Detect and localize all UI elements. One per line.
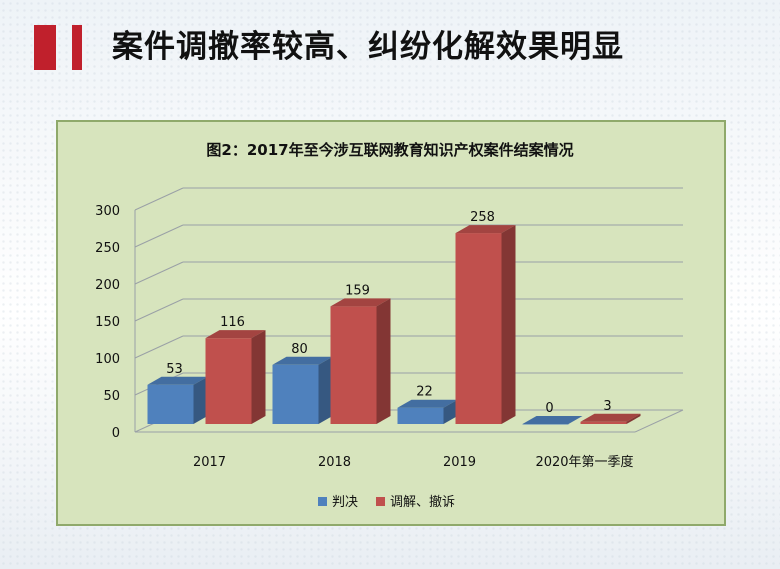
bar-front — [272, 364, 319, 424]
bar-side — [193, 376, 208, 424]
data-labels: 53 116 80 159 22 258 0 3 — [166, 210, 611, 416]
bar-side — [501, 225, 516, 424]
x-tick-label: 2020年第一季度 — [535, 454, 633, 470]
bar-side — [376, 298, 391, 424]
bar-front — [522, 424, 569, 425]
slide-title: 案件调撤率较高、纠纷化解效果明显 — [112, 29, 624, 65]
bar-top — [455, 225, 516, 234]
data-label: 3 — [603, 399, 611, 414]
data-label: 53 — [166, 362, 183, 377]
bar-top — [397, 399, 458, 408]
gridline-diagonal — [134, 298, 184, 322]
bar-front — [205, 338, 252, 424]
title-accent-bar-thin — [72, 25, 82, 70]
y-axis: 0 50 100 150 200 250 300 — [95, 204, 120, 441]
bar-top — [330, 298, 391, 307]
legend-label: 调解、撤诉 — [390, 494, 455, 510]
floor-right-edge — [634, 409, 684, 433]
chart-bars — [147, 225, 641, 425]
bar-front — [330, 306, 377, 424]
y-tick-label: 100 — [95, 352, 120, 367]
legend-swatch — [376, 497, 385, 506]
y-tick-label: 0 — [112, 426, 120, 441]
bar-judgment — [147, 376, 208, 424]
bar-judgment — [397, 399, 458, 424]
y-tick-label: 300 — [95, 204, 120, 219]
y-tick-label: 150 — [95, 315, 120, 330]
bar-side — [318, 356, 333, 424]
gridline-diagonal — [134, 335, 184, 359]
bar-front — [455, 233, 502, 424]
data-label: 258 — [470, 210, 495, 225]
bar-front — [147, 384, 194, 424]
gridline-diagonal — [134, 187, 184, 211]
data-label: 22 — [416, 385, 433, 400]
y-tick-label: 200 — [95, 278, 120, 293]
chart-legend: 判决 调解、撤诉 — [318, 494, 455, 510]
legend-swatch — [318, 497, 327, 506]
title-accent-bar — [34, 25, 56, 70]
data-label: 116 — [220, 315, 245, 330]
bar-top — [522, 416, 583, 424]
legend-label: 判决 — [332, 495, 358, 510]
bar-top — [205, 330, 266, 339]
bar-top — [272, 356, 333, 365]
bar-front — [580, 421, 627, 424]
gridline-diagonal — [134, 261, 184, 285]
data-label: 159 — [345, 283, 370, 298]
x-axis: 2017 2018 2019 2020年第一季度 — [193, 454, 634, 470]
data-label: 0 — [545, 401, 553, 416]
bar-mediation — [205, 330, 266, 424]
bar-side — [251, 330, 266, 424]
y-tick-label: 50 — [103, 389, 120, 404]
gridline-diagonal — [134, 224, 184, 248]
chart-title: 图2：2017年至今涉互联网教育知识产权案件结案情况 — [206, 141, 573, 159]
bar-mediation — [330, 298, 391, 424]
bar-side — [443, 399, 458, 424]
data-label: 80 — [291, 342, 308, 357]
bar-judgment — [272, 356, 333, 424]
bar-mediation — [455, 225, 516, 424]
bar-judgment — [522, 416, 583, 425]
bar-front — [397, 407, 444, 424]
bar-side — [626, 413, 641, 424]
x-tick-label: 2018 — [318, 455, 351, 470]
bar-top — [580, 413, 641, 422]
x-tick-label: 2019 — [443, 455, 476, 470]
x-tick-label: 2017 — [193, 455, 226, 470]
bar-top — [147, 376, 208, 385]
bar-mediation — [580, 413, 641, 424]
y-tick-label: 250 — [95, 241, 120, 256]
